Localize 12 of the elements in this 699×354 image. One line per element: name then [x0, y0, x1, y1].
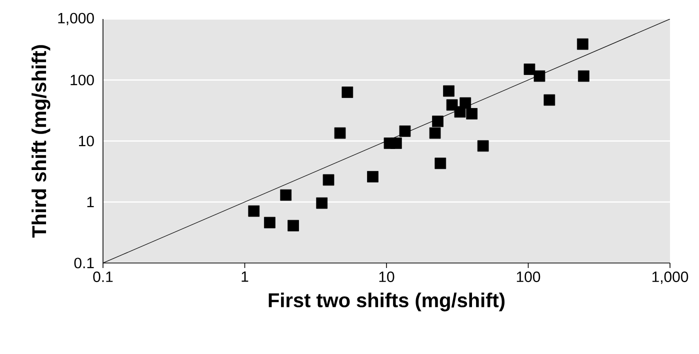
y-tick-label: 0.1	[74, 258, 94, 268]
x-tick-label: 100	[516, 271, 540, 282]
x-axis-title: First two shifts (mg/shift)	[268, 292, 504, 312]
x-tick-label: 1,000	[652, 271, 688, 284]
x-tick-label: 10	[379, 271, 394, 282]
y-tick-label: 10	[79, 136, 94, 146]
y-tick-label: 100	[70, 74, 94, 86]
y-axis-title: Third shift (mg/shift)	[32, 45, 50, 238]
y-tick-label: 1,000	[58, 12, 94, 26]
x-tick-label: 1	[242, 271, 248, 282]
x-tick-label: 0.1	[93, 271, 113, 282]
y-tick-label: 1	[87, 196, 94, 208]
